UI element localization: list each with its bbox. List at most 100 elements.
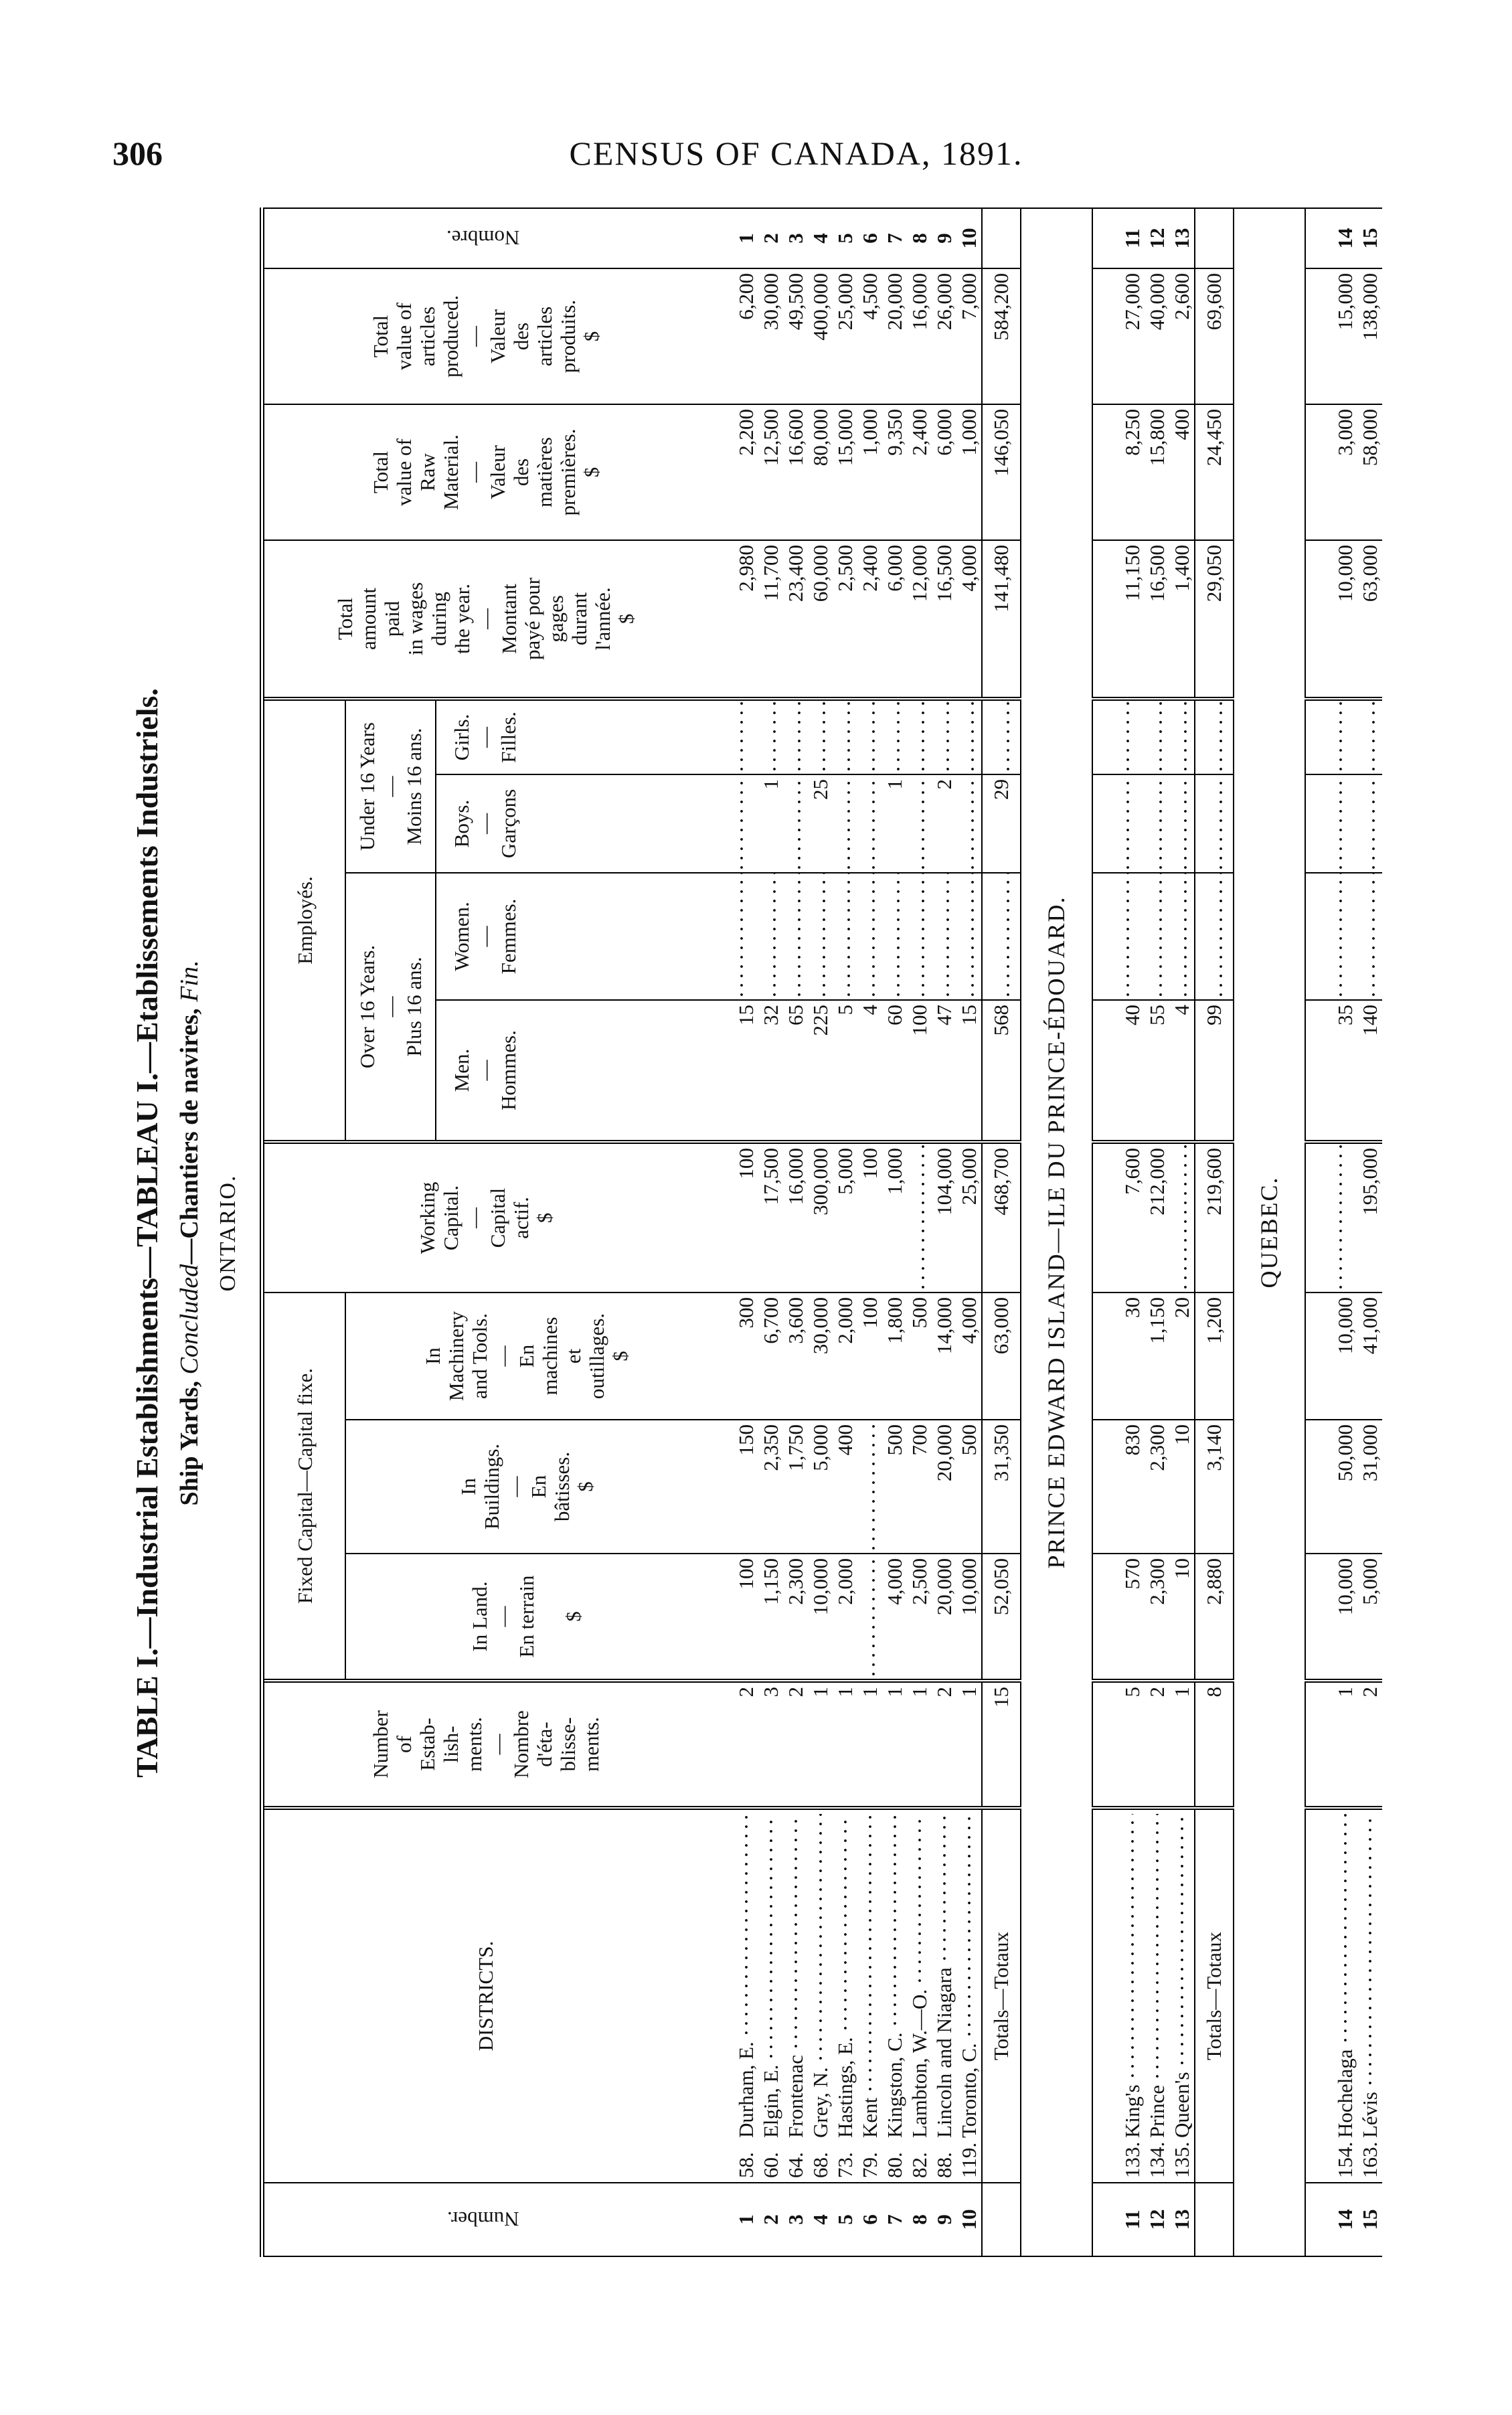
total-women bbox=[1195, 873, 1234, 1000]
cell-produced: 15,000 bbox=[1305, 268, 1357, 404]
dot-leader bbox=[1129, 1814, 1135, 2081]
cell-raw: 3,000 bbox=[1305, 404, 1357, 540]
district-wrap: 80. Kingston, C. bbox=[882, 1814, 907, 2178]
cell-women bbox=[1145, 873, 1169, 1000]
cell-produced: 138,000 bbox=[1357, 268, 1382, 404]
cell-boys bbox=[956, 774, 982, 873]
row-nombre: 10 bbox=[956, 208, 982, 268]
cell-working: 104,000 bbox=[932, 1142, 956, 1293]
cell-land: 20,000 bbox=[932, 1554, 956, 1681]
district-code: 73. bbox=[833, 2152, 857, 2178]
district-wrap: 134. Prince bbox=[1145, 1814, 1169, 2178]
cell-estab: 3 bbox=[758, 1681, 783, 1808]
district-cell: 80. Kingston, C. bbox=[882, 1808, 907, 2183]
cell-buildings: 10 bbox=[1169, 1420, 1195, 1554]
district-name: Grey, N. bbox=[809, 2067, 832, 2138]
header-articles-produced: Total value of articles produced. — Vale… bbox=[262, 268, 707, 404]
district-wrap: 135. Queen's bbox=[1169, 1814, 1194, 2178]
district-wrap: 82. Lambton, W.—O. bbox=[907, 1814, 932, 2178]
cell-men: 4 bbox=[1169, 1000, 1195, 1142]
cell-machinery: 500 bbox=[907, 1293, 932, 1420]
cell-machinery: 4,000 bbox=[956, 1293, 982, 1420]
cell-women bbox=[783, 873, 808, 1000]
totals-row: Totals—Totaux 8 2,880 3,140 1,200 219,600 99 29… bbox=[1195, 208, 1234, 2256]
cell-land: 2,300 bbox=[1145, 1554, 1169, 1681]
row-nombre: 15 bbox=[1357, 208, 1382, 268]
header-men: Men. — Hommes. bbox=[436, 1000, 707, 1142]
cell-boys: 25 bbox=[808, 774, 833, 873]
cell-girls bbox=[808, 699, 833, 774]
cell-raw: 1,000 bbox=[857, 404, 882, 540]
dot-leader bbox=[1154, 1814, 1160, 2081]
table-row: 6 79. Kent 1 100 100 4 2,400 1,000 4,500 6 bbox=[857, 208, 882, 2256]
cell-raw: 12,500 bbox=[758, 404, 783, 540]
cell-girls bbox=[833, 699, 857, 774]
cell-buildings: 50,000 bbox=[1305, 1420, 1357, 1554]
district-cell: 64. Frontenac bbox=[783, 1808, 808, 2183]
cell-women bbox=[758, 873, 783, 1000]
header-working-capital: Working Capital. — Capital actif. $ bbox=[262, 1142, 707, 1293]
cell-land: 10,000 bbox=[956, 1554, 982, 1681]
row-number: 5 bbox=[833, 2183, 857, 2256]
cell-raw: 8,250 bbox=[1092, 404, 1145, 540]
cell-girls bbox=[1305, 699, 1357, 774]
table-subtitle: Ship Yards, Concluded—Chantiers de navir… bbox=[169, 209, 210, 2257]
total-land: 52,050 bbox=[982, 1554, 1021, 1681]
row-nombre: 13 bbox=[1169, 208, 1195, 268]
cell-produced: 30,000 bbox=[758, 268, 783, 404]
cell-men: 15 bbox=[956, 1000, 982, 1142]
district-wrap: 119. Toronto, C. bbox=[956, 1814, 981, 2178]
header-districts: DISTRICTS. bbox=[262, 1808, 707, 2183]
cell-working: 25,000 bbox=[956, 1142, 982, 1293]
cell-boys: 2 bbox=[932, 774, 956, 873]
cell-raw: 400 bbox=[1169, 404, 1195, 540]
cell-working bbox=[1169, 1142, 1195, 1293]
district-cell: 68. Grey, N. bbox=[808, 1808, 833, 2183]
district-cell: 135. Queen's bbox=[1169, 1808, 1195, 2183]
table-row: 12 134. Prince 2 2,300 2,300 1,150 212,000 55 16,… bbox=[1145, 208, 1169, 2256]
cell-men: 47 bbox=[932, 1000, 956, 1142]
totals-label: Totals—Totaux bbox=[1195, 1808, 1234, 2183]
cell-men: 65 bbox=[783, 1000, 808, 1142]
cell-raw: 15,000 bbox=[833, 404, 857, 540]
district-name: Prince bbox=[1145, 2084, 1169, 2138]
district-code: 60. bbox=[759, 2152, 782, 2178]
district-name: Kent bbox=[858, 2097, 881, 2138]
cell-girls bbox=[1145, 699, 1169, 774]
district-wrap: 88. Lincoln and Niagara bbox=[932, 1814, 956, 2178]
district-code: 119. bbox=[957, 2142, 981, 2178]
total-machinery: 1,200 bbox=[1195, 1293, 1234, 1420]
cell-working: 300,000 bbox=[808, 1142, 833, 1293]
cell-land: 5,000 bbox=[1357, 1554, 1382, 1681]
cell-machinery: 30 bbox=[1092, 1293, 1145, 1420]
district-name: Hastings, E. bbox=[833, 2037, 857, 2138]
cell-working: 195,000 bbox=[1357, 1142, 1382, 1293]
row-number: 15 bbox=[1357, 2183, 1382, 2256]
district-name: Queen's bbox=[1170, 2072, 1193, 2138]
header-fixed-capital: Fixed Capital—Capital fixe. bbox=[262, 1293, 345, 1681]
header-under-16: Under 16 Years — Moins 16 ans. bbox=[345, 699, 436, 873]
cell-wages: 2,500 bbox=[833, 540, 857, 699]
district-cell: 73. Hastings, E. bbox=[833, 1808, 857, 2183]
cell-working: 7,600 bbox=[1092, 1142, 1145, 1293]
cell-produced: 26,000 bbox=[932, 268, 956, 404]
totals-label: Totals—Totaux bbox=[982, 1808, 1021, 2183]
district-wrap: 79. Kent bbox=[857, 1814, 882, 2178]
table-row: 2 60. Elgin, E. 3 1,150 2,350 6,700 17,500 32 1 11… bbox=[758, 208, 783, 2256]
row-number: 7 bbox=[882, 2183, 907, 2256]
cell-wages: 23,400 bbox=[783, 540, 808, 699]
cell-produced: 16,000 bbox=[907, 268, 932, 404]
cell-estab: 1 bbox=[833, 1681, 857, 1808]
row-nombre: 14 bbox=[1305, 208, 1357, 268]
row-number: 3 bbox=[783, 2183, 808, 2256]
cell-land: 2,000 bbox=[833, 1554, 857, 1681]
district-cell: 119. Toronto, C. bbox=[956, 1808, 982, 2183]
cell-machinery: 1,150 bbox=[1145, 1293, 1169, 1420]
totals-number bbox=[1195, 2183, 1234, 2256]
cell-girls bbox=[783, 699, 808, 774]
row-nombre: 6 bbox=[857, 208, 882, 268]
total-produced: 69,600 bbox=[1195, 268, 1234, 404]
cell-men: 55 bbox=[1145, 1000, 1169, 1142]
cell-buildings bbox=[857, 1420, 882, 1554]
cell-men: 32 bbox=[758, 1000, 783, 1142]
